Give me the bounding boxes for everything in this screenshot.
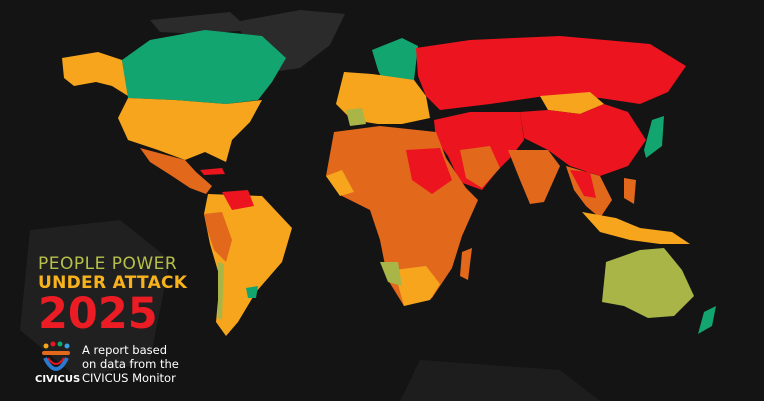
report-note: A report based on data from the CIVICUS …	[82, 343, 202, 385]
report-note-line-2: on data from the	[82, 357, 179, 371]
region-alaska	[62, 52, 128, 96]
civicus-logo-text: CIVICUS	[35, 374, 81, 385]
region-russia	[416, 36, 686, 110]
region-mexico-central-america	[140, 148, 212, 194]
region-mongolia	[540, 92, 604, 114]
region-europe-narrowed	[346, 108, 366, 126]
region-southern-africa	[394, 266, 440, 306]
region-west-africa-obstructed	[326, 170, 354, 196]
title-line-2: UNDER ATTACK	[38, 273, 188, 293]
report-note-line-1: A report based	[82, 343, 168, 357]
region-venezuela	[222, 190, 254, 210]
antarctic-hint	[400, 360, 600, 401]
region-indonesia	[582, 212, 690, 244]
region-usa	[118, 98, 262, 162]
ghost-africa	[20, 220, 170, 380]
region-china	[520, 104, 646, 176]
region-myanmar-vietnam	[570, 170, 596, 198]
region-canada	[122, 30, 286, 104]
region-chile	[218, 262, 224, 320]
region-scandinavia	[372, 38, 418, 86]
country-fills	[62, 30, 716, 336]
report-note-line-3: CIVICUS Monitor	[82, 371, 176, 385]
region-arabia	[460, 146, 500, 188]
region-japan	[644, 116, 664, 158]
region-new-zealand	[698, 306, 716, 334]
region-india	[508, 150, 560, 204]
region-australia	[602, 248, 694, 318]
region-caribbean	[200, 168, 225, 175]
region-namibia	[380, 262, 402, 286]
region-andes	[204, 212, 232, 262]
arctic-islands	[150, 12, 250, 34]
region-north-east-africa	[406, 148, 452, 194]
region-uruguay	[246, 286, 258, 298]
civicus-logo-icon	[42, 341, 70, 371]
title-year: 2025	[38, 289, 158, 339]
region-philippines	[624, 178, 636, 204]
title-line-1: PEOPLE POWER	[38, 254, 178, 274]
region-madagascar	[460, 248, 472, 280]
